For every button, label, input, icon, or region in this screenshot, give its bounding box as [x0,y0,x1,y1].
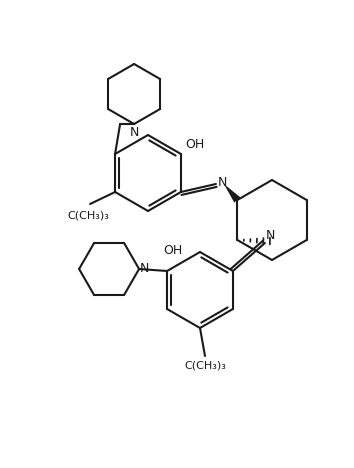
Polygon shape [224,184,240,203]
Text: OH: OH [163,243,182,256]
Text: C(CH₃)₃: C(CH₃)₃ [184,360,226,370]
Text: OH: OH [185,138,204,151]
Text: N: N [140,263,149,276]
Text: N: N [218,176,227,190]
Text: C(CH₃)₃: C(CH₃)₃ [67,211,109,221]
Text: N: N [130,126,139,139]
Text: N: N [266,229,275,242]
